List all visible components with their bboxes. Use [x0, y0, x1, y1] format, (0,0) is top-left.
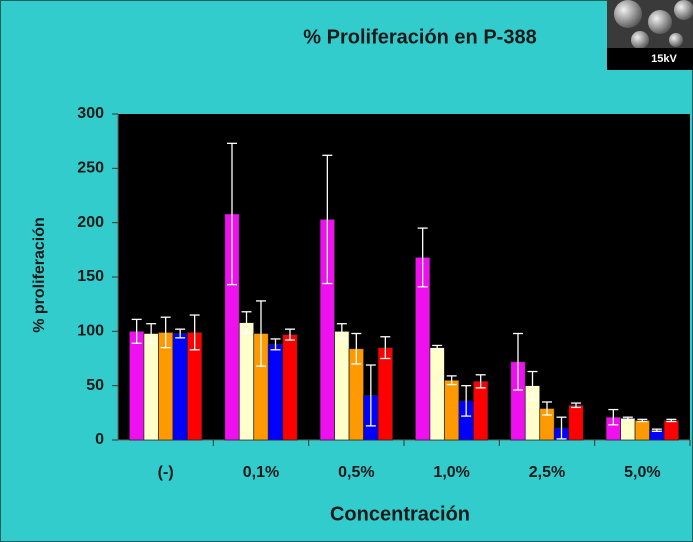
y-tick-label: 200 [77, 214, 104, 231]
bar [283, 335, 298, 440]
x-tick-label: 5,0% [624, 464, 660, 481]
bar [144, 334, 159, 440]
bar [378, 348, 393, 440]
chart: 15kV % Proliferación en P-388 Concentrac… [0, 0, 693, 542]
bar [335, 331, 350, 440]
inset-image: 15kV [607, 0, 693, 70]
x-tick-label: (-) [158, 464, 174, 481]
bar [569, 405, 584, 440]
y-tick-label: 50 [86, 377, 104, 394]
bar [239, 323, 254, 440]
inset-label: 15kV [651, 53, 677, 65]
bar [268, 344, 283, 440]
x-tick-label: 1,0% [433, 464, 469, 481]
bar [430, 348, 445, 440]
x-axis-label: Concentración [330, 503, 470, 525]
bar [444, 380, 459, 440]
y-tick-label: 150 [77, 268, 104, 285]
x-tick-label: 0,5% [338, 464, 374, 481]
bar [664, 420, 679, 440]
plot-area [118, 114, 690, 440]
x-tick-label: 2,5% [529, 464, 565, 481]
y-axis-label: % proliferación [31, 217, 48, 333]
bar [173, 334, 188, 440]
bar [635, 420, 650, 440]
chart-title: % Proliferación en P-388 [303, 26, 536, 48]
y-tick-label: 0 [95, 431, 104, 448]
y-tick-label: 250 [77, 160, 104, 177]
bar [473, 381, 488, 440]
bar [621, 418, 636, 440]
bar [129, 331, 144, 440]
x-tick-label: 0,1% [243, 464, 279, 481]
y-tick-label: 300 [77, 105, 104, 122]
y-tick-label: 100 [77, 323, 104, 340]
bar [158, 332, 173, 440]
